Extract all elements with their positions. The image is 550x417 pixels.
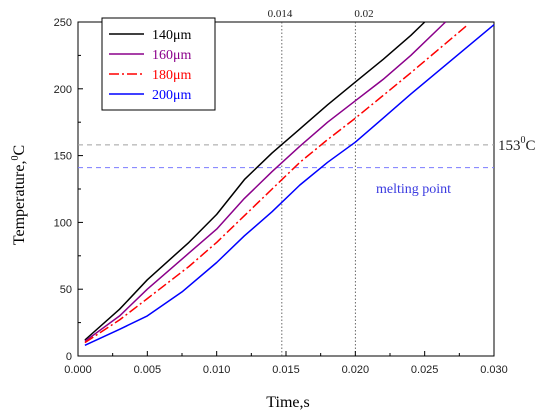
legend: 140μm 160μm 180μm 200μm bbox=[101, 17, 216, 111]
y-tick-label: 100 bbox=[54, 217, 72, 229]
legend-label-160μm: 160μm bbox=[152, 48, 192, 63]
y-axis-title-sup: 0 bbox=[10, 156, 21, 161]
x-tick-label: 0.010 bbox=[203, 364, 231, 376]
x-tick-label: 0.005 bbox=[134, 364, 162, 376]
legend-label-140μm: 140μm bbox=[152, 28, 192, 43]
x-tick-label: 0.030 bbox=[480, 364, 508, 376]
series-line-160μm bbox=[84, 21, 447, 342]
x-tick-label: 0.025 bbox=[411, 364, 439, 376]
y-tick-label: 200 bbox=[54, 84, 72, 96]
series-line-200μm bbox=[84, 24, 495, 346]
ticks-group: 0.000 0.005 0.010 0.015 0.020 0.025 0.030 0 50 10… bbox=[54, 17, 508, 376]
y-tick-label: 50 bbox=[60, 284, 72, 296]
melting-point-label: melting point bbox=[376, 182, 451, 197]
vline-label-002: 0.02 bbox=[354, 8, 373, 20]
series-group bbox=[84, 21, 495, 346]
hline-153-sup: 0 bbox=[521, 135, 526, 146]
y-tick-label: 150 bbox=[54, 151, 72, 163]
x-axis-title: Time,s bbox=[266, 394, 309, 411]
y-axis-title-unit: C bbox=[11, 145, 28, 156]
hline-153-value: 153 bbox=[498, 138, 521, 154]
y-tick-label: 250 bbox=[54, 17, 72, 29]
y-tick-label: 0 bbox=[66, 351, 72, 363]
y-axis-title: Temperature,0C bbox=[10, 145, 28, 245]
series-line-140μm bbox=[84, 21, 426, 341]
x-tick-label: 0.000 bbox=[64, 364, 92, 376]
vline-label-0014: 0.014 bbox=[268, 8, 293, 20]
x-tick-label: 0.015 bbox=[272, 364, 300, 376]
y-axis-title-main: Temperature, bbox=[11, 161, 28, 246]
hline-153-unit: C bbox=[526, 138, 536, 154]
series-line-180μm bbox=[84, 25, 467, 344]
legend-label-180μm: 180μm bbox=[152, 68, 192, 83]
reference-lines bbox=[78, 22, 494, 356]
x-tick-label: 0.020 bbox=[342, 364, 370, 376]
legend-label-200μm: 200μm bbox=[152, 88, 192, 103]
hline-153-label: 1530C bbox=[498, 135, 536, 154]
